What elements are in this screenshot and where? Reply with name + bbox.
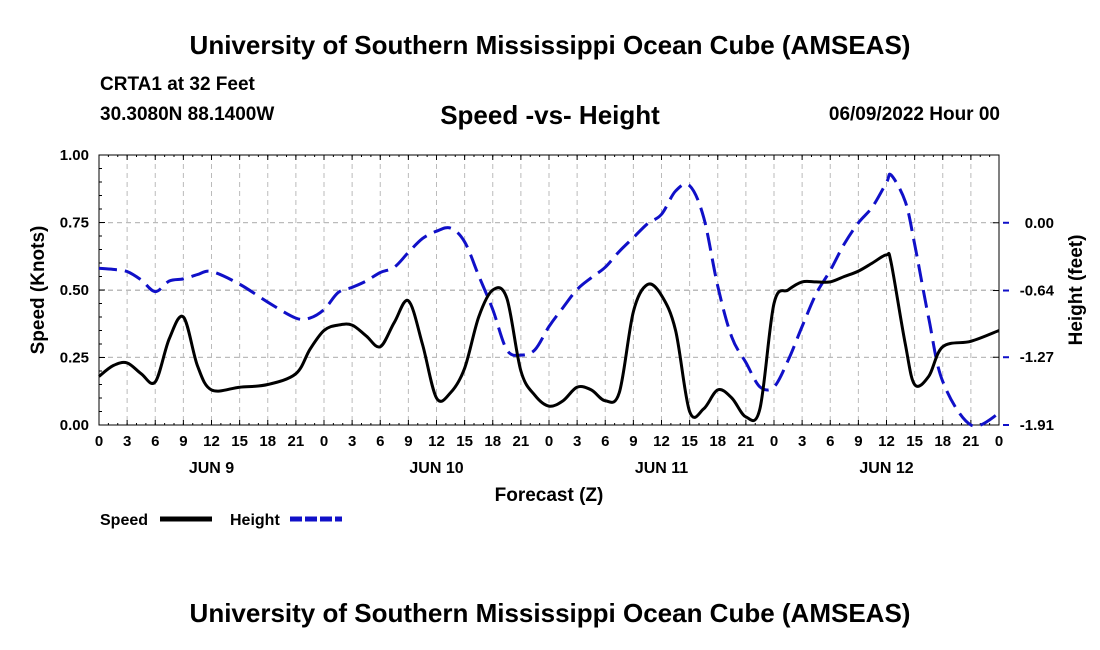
x-tick-label: 12 [203,433,220,450]
x-tick-label: 18 [934,433,951,450]
station-label: CRTA1 at 32 Feet [100,74,255,95]
x-tick-label: 0 [95,433,103,450]
x-tick-label: 9 [854,433,862,450]
coordinates-label: 30.3080N 88.1400W [100,104,275,125]
axis-labels: Forecast (Z) Speed (Knots) Height (feet) [28,226,1087,506]
x-tick-label: 15 [681,433,698,450]
grid-lines [99,155,999,426]
y-right-tick-label: -0.64 [1020,283,1055,300]
x-tick-label: 21 [963,433,980,450]
y-axis-left-title: Speed (Knots) [28,226,49,355]
day-label: JUN 12 [859,460,913,477]
x-tick-label: 21 [738,433,755,450]
y-left-tick-label: 0.25 [60,350,89,367]
day-label: JUN 10 [409,460,463,477]
x-tick-label: 12 [653,433,670,450]
legend: Speed Height [100,512,342,529]
x-tick-label: 9 [629,433,637,450]
x-tick-label: 6 [376,433,384,450]
x-tick-label: 3 [573,433,581,450]
y-left-tick-label: 0.50 [60,282,89,299]
chart-axes: 0 3 6 9 12 15 18 21 0 3 6 9 12 15 18 21 0 3 6 9 12 15 18 21 0 3 6 9… [60,147,1055,477]
x-tick-label: 12 [878,433,895,450]
main-title: University of Southern Mississippi Ocean… [189,30,911,60]
x-tick-label: 9 [404,433,412,450]
y-left-tick-label: 1.00 [60,147,89,164]
x-tick-label: 18 [484,433,501,450]
footer-title: University of Southern Mississippi Ocean… [189,598,911,628]
chart-subtitle: Speed -vs- Height [440,100,660,130]
y-left-tick-label: 0.75 [60,215,89,232]
x-tick-label: 3 [348,433,356,450]
x-tick-label: 9 [179,433,187,450]
x-tick-label: 6 [826,433,834,450]
series-lines [98,172,1000,428]
x-axis-title: Forecast (Z) [495,485,604,506]
x-tick-label: 0 [995,433,1003,450]
x-tick-label: 3 [123,433,131,450]
height-line [98,172,1000,428]
x-tick-label: 21 [513,433,530,450]
day-label: JUN 11 [635,460,688,477]
x-tick-label: 6 [151,433,159,450]
forecast-datetime: 06/09/2022 Hour 00 [828,104,1000,125]
y-right-tick-label: -1.91 [1020,417,1054,434]
x-tick-label: 21 [288,433,305,450]
x-tick-label: 0 [545,433,553,450]
y-left-tick-label: 0.00 [60,417,89,434]
legend-label-height: Height [230,512,280,529]
x-tick-label: 18 [259,433,276,450]
speed-line [98,251,1000,423]
y-right-tick-label: -1.27 [1020,349,1054,366]
x-tick-label: 12 [428,433,445,450]
x-tick-label: 0 [770,433,778,450]
y-axis-right-title: Height (feet) [1066,235,1087,346]
x-tick-label: 15 [906,433,923,450]
x-tick-label: 15 [231,433,248,450]
x-tick-label: 6 [601,433,609,450]
x-tick-label: 15 [456,433,473,450]
x-tick-label: 18 [709,433,726,450]
y-right-tick-label: 0.00 [1025,215,1054,232]
legend-label-speed: Speed [100,512,148,529]
x-tick-label: 3 [798,433,806,450]
x-tick-label: 0 [320,433,328,450]
day-label: JUN 9 [189,460,234,477]
